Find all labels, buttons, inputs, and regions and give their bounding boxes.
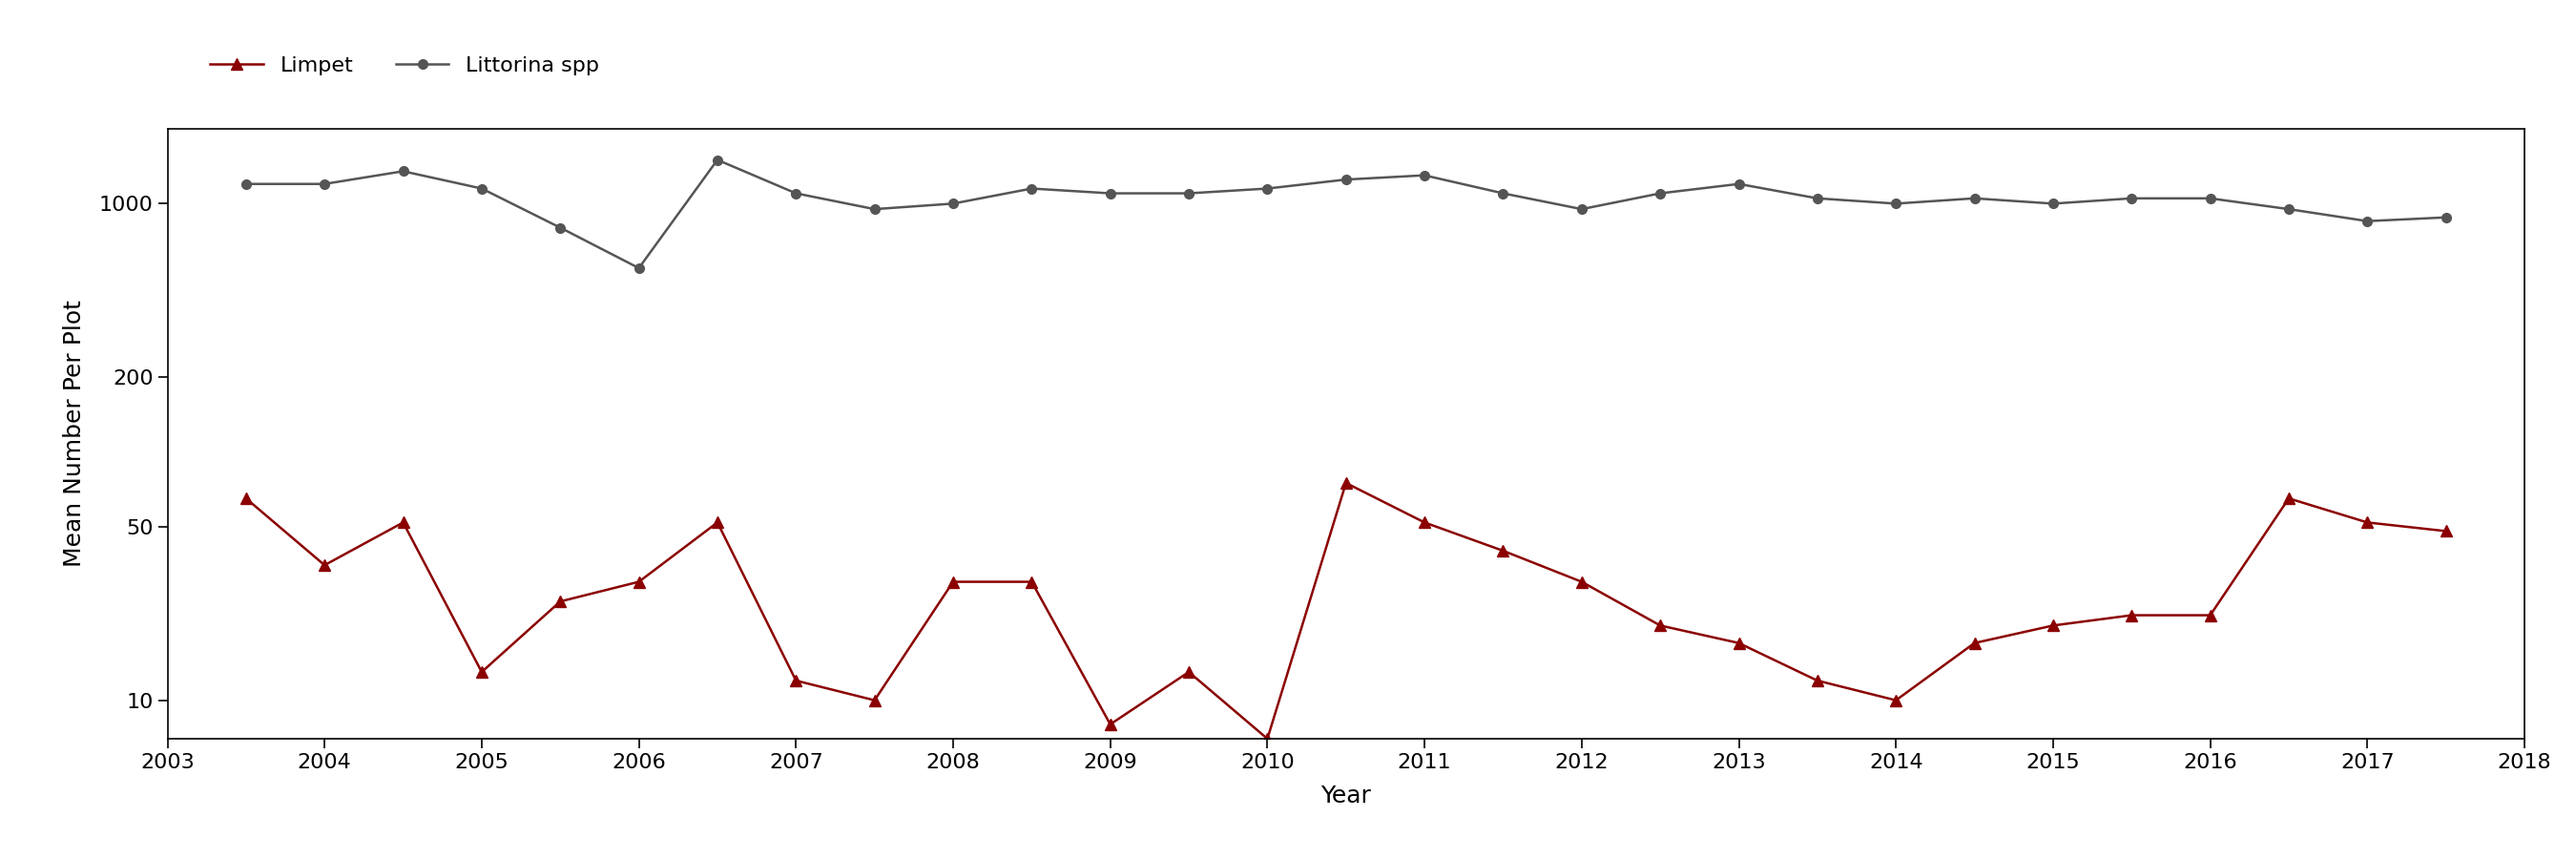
Littorina spp [2275, 204, 2306, 214]
Littorina spp [1566, 204, 1597, 214]
Littorina spp [860, 204, 891, 214]
Littorina spp [1409, 170, 1440, 180]
Limpet [2195, 610, 2226, 620]
Limpet [1329, 478, 1360, 488]
Littorina spp [1095, 188, 1126, 198]
Littorina spp [1252, 183, 1283, 193]
Littorina spp [1723, 179, 1754, 189]
Littorina spp [546, 222, 577, 233]
Limpet [1880, 695, 1911, 705]
Legend: Limpet, Littorina spp: Limpet, Littorina spp [201, 48, 608, 84]
Littorina spp [2195, 193, 2226, 204]
Limpet [1409, 517, 1440, 527]
Limpet [2352, 517, 2383, 527]
Limpet [938, 576, 969, 587]
Littorina spp [703, 155, 734, 165]
Littorina spp [2432, 212, 2463, 222]
Littorina spp [386, 166, 417, 176]
Limpet [781, 675, 811, 685]
Limpet [1646, 620, 1677, 631]
Limpet [2275, 493, 2306, 503]
Limpet [860, 695, 891, 705]
Littorina spp [1015, 183, 1046, 193]
Limpet [386, 517, 417, 527]
Limpet [1172, 667, 1203, 677]
Littorina spp [466, 183, 497, 193]
Y-axis label: Mean Number Per Plot: Mean Number Per Plot [64, 301, 85, 567]
Limpet [1015, 576, 1046, 587]
Limpet [2117, 610, 2148, 620]
Littorina spp [1880, 198, 1911, 209]
Line: Littorina spp: Littorina spp [242, 155, 2450, 272]
Littorina spp [2352, 216, 2383, 226]
Littorina spp [229, 179, 260, 189]
Limpet [1958, 638, 1989, 649]
X-axis label: Year: Year [1321, 785, 1370, 808]
Littorina spp [1801, 193, 1832, 204]
Limpet [623, 576, 654, 587]
Limpet [229, 493, 260, 503]
Limpet [1489, 545, 1520, 556]
Littorina spp [781, 188, 811, 198]
Limpet [2432, 526, 2463, 536]
Littorina spp [1958, 193, 1989, 204]
Littorina spp [1329, 174, 1360, 185]
Littorina spp [1172, 188, 1203, 198]
Line: Limpet: Limpet [240, 478, 2452, 744]
Limpet [1566, 576, 1597, 587]
Littorina spp [1489, 188, 1520, 198]
Limpet [1723, 638, 1754, 649]
Littorina spp [2117, 193, 2148, 204]
Limpet [1095, 719, 1126, 729]
Littorina spp [309, 179, 340, 189]
Littorina spp [623, 263, 654, 273]
Littorina spp [2038, 198, 2069, 209]
Limpet [1252, 734, 1283, 744]
Littorina spp [1646, 188, 1677, 198]
Limpet [1801, 675, 1832, 685]
Limpet [309, 560, 340, 570]
Littorina spp [938, 198, 969, 209]
Limpet [546, 596, 577, 606]
Limpet [703, 517, 734, 527]
Limpet [466, 667, 497, 677]
Limpet [2038, 620, 2069, 631]
